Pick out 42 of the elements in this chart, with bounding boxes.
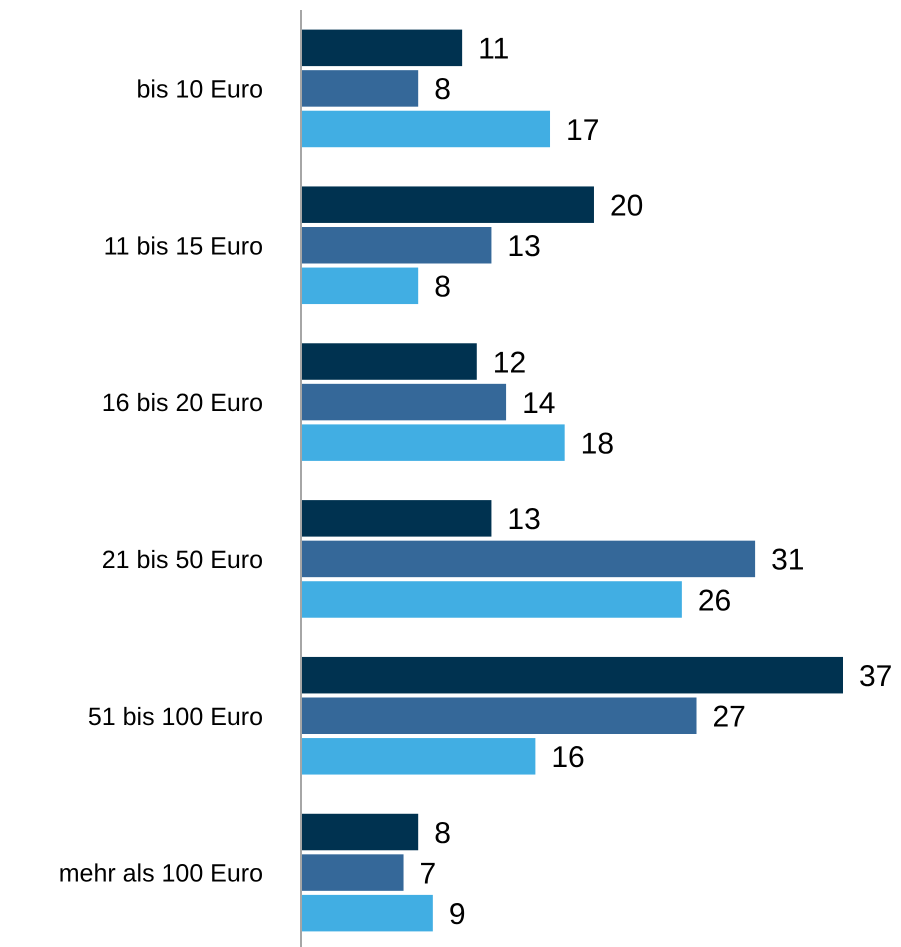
bar xyxy=(301,656,843,694)
bar xyxy=(301,70,418,107)
bar xyxy=(301,854,404,891)
data-label: 17 xyxy=(566,114,600,147)
bar xyxy=(301,268,418,304)
data-label: 18 xyxy=(580,427,614,460)
data-label: 37 xyxy=(859,660,892,693)
y-tick-label: 51 bis 100 Euro xyxy=(88,702,263,731)
data-label: 20 xyxy=(610,189,644,222)
y-tick-label: 16 bis 20 Euro xyxy=(102,389,263,418)
data-label: 13 xyxy=(507,230,541,264)
data-label: 11 xyxy=(478,32,510,66)
bar xyxy=(301,698,697,734)
data-label: 7 xyxy=(420,857,436,890)
bar xyxy=(301,814,418,850)
bar xyxy=(301,500,492,537)
data-label: 31 xyxy=(771,544,804,577)
bar xyxy=(301,110,550,148)
data-label: 9 xyxy=(448,898,466,931)
bar xyxy=(301,227,492,264)
y-tick-label: 21 bis 50 Euro xyxy=(102,546,263,574)
bar xyxy=(301,30,462,66)
bar xyxy=(301,343,477,380)
bar xyxy=(301,384,506,420)
bar xyxy=(301,186,594,223)
data-label: 13 xyxy=(507,503,541,536)
data-label: 12 xyxy=(492,346,526,380)
y-tick-label: 11 bis 15 Euro xyxy=(104,232,263,260)
bar xyxy=(301,581,682,618)
bar xyxy=(301,894,433,932)
data-label: 26 xyxy=(698,584,732,618)
data-label: 27 xyxy=(712,700,746,734)
data-label: 14 xyxy=(522,386,556,420)
bar xyxy=(301,424,565,461)
data-label: 8 xyxy=(434,73,451,106)
data-label: 16 xyxy=(551,741,585,774)
data-label: 8 xyxy=(434,270,451,304)
data-label: 8 xyxy=(434,816,451,850)
bar xyxy=(301,540,756,578)
y-tick-label: mehr als 100 Euro xyxy=(58,860,263,888)
y-tick-label: bis 10 Euro xyxy=(136,75,263,104)
bar xyxy=(301,738,536,775)
